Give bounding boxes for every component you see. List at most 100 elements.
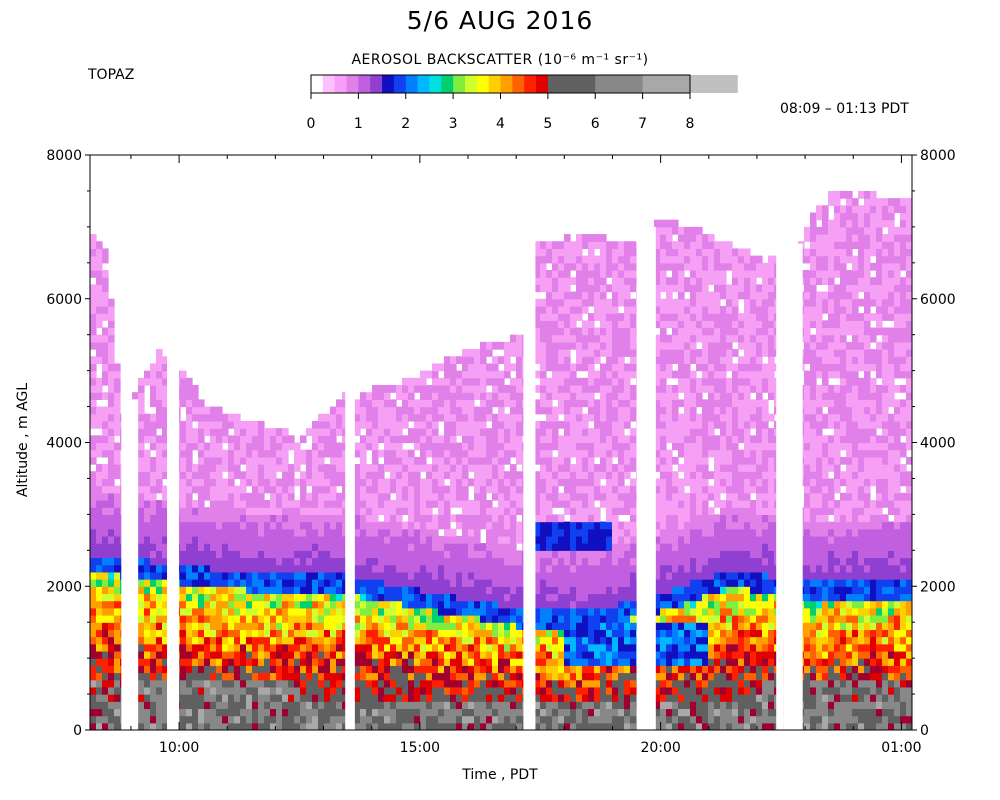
backscatter-cell <box>330 514 337 523</box>
backscatter-cell <box>156 708 163 717</box>
backscatter-cell <box>264 615 271 623</box>
backscatter-cell <box>336 420 343 429</box>
backscatter-cell <box>282 593 289 602</box>
backscatter-cell <box>546 636 553 645</box>
backscatter-column <box>594 234 601 730</box>
backscatter-cell <box>486 679 493 688</box>
backscatter-cell <box>438 471 445 480</box>
backscatter-cell <box>138 543 145 551</box>
backscatter-cell <box>552 528 559 537</box>
backscatter-cell <box>384 615 391 623</box>
backscatter-cell <box>216 615 223 623</box>
backscatter-cell <box>336 571 343 580</box>
backscatter-cell <box>270 658 277 666</box>
backscatter-cell <box>582 385 589 393</box>
backscatter-cell <box>96 521 103 530</box>
backscatter-cell <box>630 270 637 278</box>
backscatter-cell <box>540 600 547 609</box>
backscatter-cell <box>480 449 487 458</box>
backscatter-cell <box>600 413 607 422</box>
backscatter-cell <box>588 586 595 595</box>
backscatter-cell <box>390 607 397 616</box>
backscatter-cell <box>546 500 553 508</box>
backscatter-cell <box>576 701 583 710</box>
backscatter-cell <box>366 715 373 724</box>
backscatter-cell <box>150 571 157 580</box>
backscatter-cell <box>612 420 619 429</box>
backscatter-cell <box>210 615 217 623</box>
backscatter-cell <box>312 571 319 580</box>
backscatter-cell <box>186 456 193 465</box>
backscatter-cell <box>180 600 187 609</box>
backscatter-cell <box>630 715 637 724</box>
backscatter-cell <box>540 643 547 652</box>
backscatter-cell <box>282 686 289 695</box>
backscatter-cell <box>420 615 427 623</box>
backscatter-cell <box>222 672 229 681</box>
backscatter-cell <box>90 528 97 537</box>
backscatter-cell <box>588 492 595 501</box>
backscatter-cell <box>186 521 193 530</box>
backscatter-cell <box>204 701 211 710</box>
backscatter-cell <box>96 672 103 681</box>
backscatter-cell <box>480 607 487 616</box>
backscatter-cell <box>294 579 301 587</box>
backscatter-cell <box>264 636 271 645</box>
backscatter-cell <box>612 629 619 638</box>
backscatter-cell <box>372 471 379 480</box>
backscatter-cell <box>474 521 481 530</box>
backscatter-cell <box>558 722 565 730</box>
backscatter-cell <box>450 564 457 573</box>
backscatter-cell <box>102 313 109 321</box>
backscatter-cell <box>282 478 289 487</box>
backscatter-cell <box>444 636 451 645</box>
backscatter-cell <box>324 428 331 436</box>
backscatter-cell <box>216 672 223 681</box>
backscatter-cell <box>402 679 409 688</box>
backscatter-cell <box>612 478 619 487</box>
backscatter-cell <box>354 557 361 566</box>
backscatter-cell <box>420 643 427 652</box>
backscatter-cell <box>138 571 145 580</box>
backscatter-cell <box>102 622 109 630</box>
backscatter-cell <box>582 686 589 695</box>
backscatter-cell <box>534 593 541 602</box>
backscatter-cell <box>480 521 487 530</box>
backscatter-cell <box>546 543 553 551</box>
backscatter-cell <box>354 528 361 537</box>
backscatter-cell <box>228 514 235 523</box>
backscatter-cell <box>210 701 217 710</box>
backscatter-cell <box>552 550 559 559</box>
backscatter-cell <box>456 356 463 365</box>
backscatter-cell <box>510 428 517 436</box>
backscatter-cell <box>456 622 463 630</box>
backscatter-cell <box>630 349 637 357</box>
backscatter-cell <box>546 622 553 630</box>
backscatter-cell <box>384 535 391 544</box>
backscatter-cell <box>480 701 487 710</box>
backscatter-cell <box>474 571 481 580</box>
backscatter-cell <box>264 550 271 559</box>
backscatter-cell <box>444 356 451 365</box>
backscatter-cell <box>378 658 385 666</box>
backscatter-cell <box>576 471 583 480</box>
backscatter-cell <box>534 370 541 379</box>
backscatter-cell <box>408 528 415 537</box>
backscatter-cell <box>270 557 277 566</box>
backscatter-cell <box>570 500 577 508</box>
backscatter-cell <box>138 399 145 408</box>
backscatter-cell <box>318 485 325 494</box>
backscatter-cell <box>630 672 637 681</box>
backscatter-cell <box>108 535 115 544</box>
backscatter-cell <box>552 464 559 472</box>
backscatter-cell <box>204 679 211 688</box>
backscatter-cell <box>558 356 565 365</box>
backscatter-cell <box>408 521 415 530</box>
backscatter-cell <box>444 571 451 580</box>
backscatter-cell <box>102 535 109 544</box>
backscatter-cell <box>102 722 109 730</box>
backscatter-cell <box>594 521 601 530</box>
backscatter-cell <box>216 636 223 645</box>
backscatter-cell <box>462 514 469 523</box>
backscatter-cell <box>276 514 283 523</box>
